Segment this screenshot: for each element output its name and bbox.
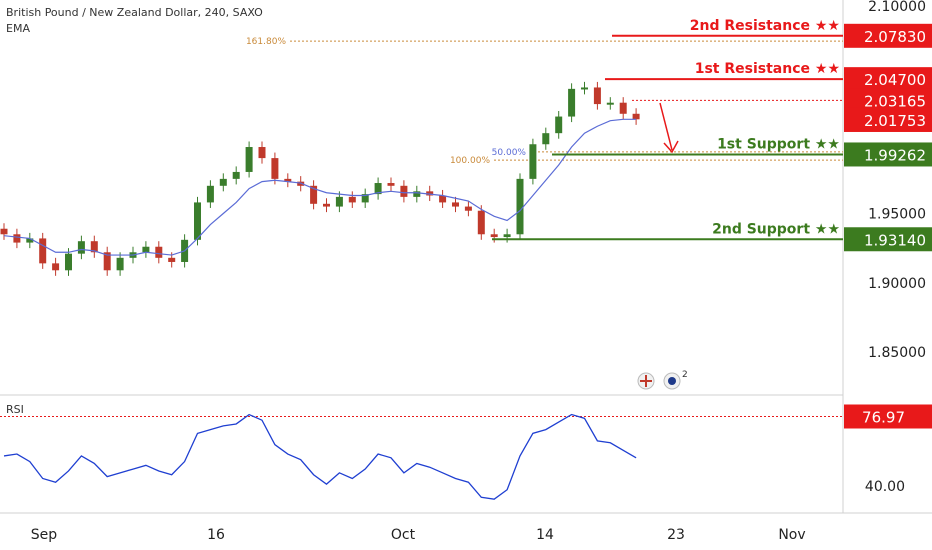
candle-body (142, 246, 150, 253)
price-axis-tick: 1.90000 (868, 276, 926, 292)
candle-body (426, 191, 434, 196)
candle-body (65, 253, 72, 271)
candle-body (529, 144, 537, 179)
candle-body (619, 102, 627, 114)
candle-body (542, 133, 550, 145)
candle-body (452, 202, 459, 207)
candle-body (297, 181, 305, 186)
candle-body (39, 238, 47, 264)
resistance-1-badge (844, 67, 932, 92)
support-1-label: 1st Support ★★ (717, 136, 840, 152)
candle-body (632, 113, 640, 120)
candle-body (413, 191, 421, 197)
candle-body (116, 257, 124, 271)
support-1-badge (844, 142, 932, 167)
ema-line (3, 118, 637, 256)
rsi-overbought-badge (844, 404, 932, 429)
time-axis-tick: Sep (31, 527, 58, 543)
price-badge-value: 2.03165 (864, 92, 926, 110)
price-axis-tick: 2.10000 (868, 0, 926, 15)
price-badge (844, 107, 932, 132)
fib-level-label: 100.00% (450, 156, 490, 166)
candle-body (284, 178, 292, 182)
candle-body (335, 196, 343, 207)
candle-body (219, 178, 227, 186)
candle-body (348, 196, 356, 203)
candle-body (516, 178, 524, 235)
candle-body (323, 203, 330, 207)
ema-indicator-label: EMA (6, 22, 30, 35)
price-axis-tick: 1.95000 (868, 207, 926, 223)
candle-body (90, 241, 98, 253)
nz-flag-center (668, 377, 676, 385)
support-1-badge-value: 1.99262 (864, 146, 926, 164)
resistance-2-label: 2nd Resistance ★★ (690, 18, 840, 34)
candle-body (310, 185, 318, 204)
rsi-line (3, 413, 637, 500)
candle-body (206, 185, 214, 203)
candle-body (503, 234, 511, 238)
candle-body (168, 257, 176, 262)
projection-arrow-head (663, 140, 679, 154)
candle-body (464, 206, 472, 211)
candle-body (555, 116, 563, 134)
candle-body (77, 241, 85, 254)
price-axis-tick: 1.85000 (868, 345, 926, 361)
resistance-2-badge-value: 2.07830 (864, 28, 926, 46)
projection-arrow (659, 102, 673, 151)
candle-body (439, 195, 447, 203)
support-2-badge-value: 1.93140 (864, 231, 926, 249)
candle-body (0, 228, 8, 235)
candle-body (232, 171, 240, 179)
candle-body (606, 102, 614, 105)
resistance-1-label: 1st Resistance ★★ (695, 61, 840, 77)
candle-body (13, 234, 21, 243)
candle-body (490, 234, 498, 238)
candle-body (477, 210, 485, 235)
candle-body (155, 246, 163, 258)
uk-flag-cross (640, 375, 652, 387)
candle-body (361, 194, 369, 203)
time-axis-tick: 23 (667, 527, 685, 543)
time-axis-tick: Nov (778, 527, 805, 543)
resistance-2-badge (844, 23, 932, 48)
candle-body (245, 147, 253, 172)
candle-body (52, 263, 60, 271)
fib-level-label: 161.80% (246, 37, 286, 47)
candle-body (593, 87, 601, 105)
candle-body (271, 158, 279, 179)
support-2-label: 2nd Support ★★ (712, 221, 840, 237)
candle-body (258, 147, 266, 159)
support-2-badge (844, 227, 932, 252)
candle-body (103, 252, 111, 271)
time-axis-tick: Oct (391, 527, 416, 543)
candle-body (400, 185, 408, 197)
time-axis-tick: 16 (207, 527, 225, 543)
time-axis-tick: 14 (536, 527, 554, 543)
candle-body (374, 183, 382, 195)
rsi-overbought-value: 76.97 (862, 408, 905, 426)
fib-level-label: 50.00% (492, 148, 527, 158)
candle-body (387, 183, 395, 186)
candle-body (194, 202, 201, 240)
candle-body (26, 238, 34, 243)
chart-title: British Pound / New Zealand Dollar, 240,… (6, 6, 263, 19)
rsi-indicator-label: RSI (6, 403, 24, 416)
price-badge-value: 2.01753 (864, 112, 926, 130)
candle-body (581, 87, 588, 90)
event-count-badge: 2 (682, 370, 688, 380)
candle-body (568, 88, 576, 117)
rsi-axis-tick: 40.00 (865, 479, 905, 495)
resistance-1-badge-value: 2.04700 (864, 71, 926, 89)
